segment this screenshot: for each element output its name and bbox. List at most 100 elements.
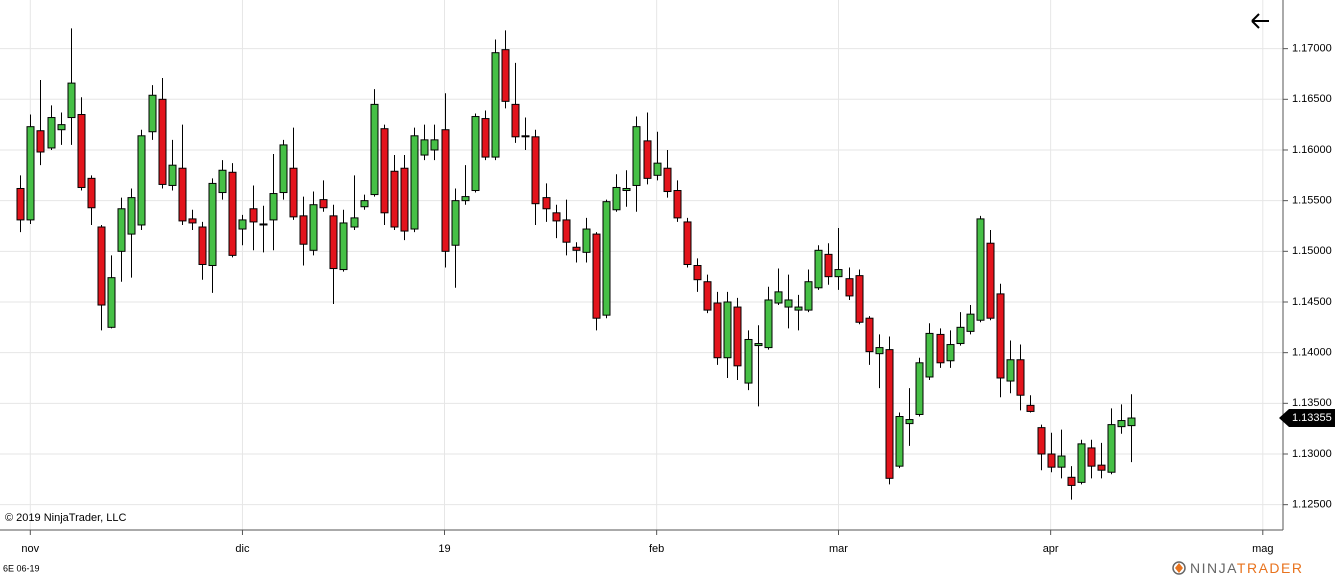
candle-body [57,124,66,131]
candle-body [269,193,278,221]
y-tick-label: 1.13000 [1292,448,1332,460]
candle-body [319,199,328,209]
candle-body [521,135,530,138]
candle-body [77,114,86,188]
candle-body [491,52,500,158]
candle-body [804,281,813,311]
candle-body [582,228,591,253]
candle-body [784,299,793,308]
y-tick-label: 1.16500 [1292,93,1332,105]
candle-body [915,362,924,415]
candle-body [1127,417,1136,427]
candle-body [208,182,217,267]
candle-body [188,218,197,224]
candle-body [592,233,601,319]
candle-body [744,338,753,384]
symbol: 6E 06-19 [3,563,40,573]
candle-body [360,200,369,208]
candle-body [673,190,682,219]
candle-body [683,221,692,265]
logo-text: NINJATRADER [1190,560,1303,576]
copyright: © 2019 NinjaTrader, LLC [5,512,126,524]
candle-body [1067,476,1076,486]
back-arrow[interactable] [1251,13,1269,29]
axes: 1.12500 1.13000 1.13500 1.14000 1.14500 1.150… [0,0,1335,555]
candle-body [764,299,773,349]
candle-body [481,118,490,158]
candle-body [602,201,611,316]
candle-body [1077,443,1086,483]
candle-body [249,208,258,223]
x-tick-label: nov [21,543,39,555]
candle-body [956,326,965,345]
candle-body [148,94,157,133]
logo-part: TRADER [1237,560,1304,576]
x-tick-label: 19 [438,543,450,555]
candle-body [895,416,904,467]
candle-body [612,186,621,211]
candle-body [501,49,510,102]
y-tick-label: 1.14000 [1292,347,1332,359]
candle-body [1107,424,1116,473]
candle-body [622,187,631,192]
candle-body [925,332,934,378]
candle-body [228,171,237,256]
candle-body [441,129,450,252]
candle-body [1016,359,1025,396]
candle-body [299,215,308,245]
candle-body [845,278,854,297]
candle-body [663,167,672,193]
candle-body [430,139,439,151]
candle-body [350,217,359,228]
last-price-label: 1.13355 [1292,412,1332,424]
candle-body [471,116,480,192]
candle-body [117,208,126,252]
y-tick-label: 1.13500 [1292,397,1332,409]
candle-body [986,242,995,319]
candle-body [67,82,76,119]
y-tick-label: 1.15500 [1292,195,1332,207]
candle-body [289,167,298,218]
candle-body [420,139,429,156]
candle-body [643,140,652,179]
candle-body [218,169,227,194]
candle-body [451,200,460,246]
candle-body [168,164,177,186]
candle-body [309,204,318,251]
candle-body [279,144,288,194]
candle-body [552,212,561,222]
candle-body [410,135,419,230]
y-tick-label: 1.14500 [1292,296,1332,308]
candle-body [380,128,389,214]
candle-body [946,344,955,362]
candle-body [936,333,945,364]
y-tick-label: 1.15000 [1292,245,1332,257]
y-tick-label: 1.12500 [1292,499,1332,511]
candle-body [653,162,662,176]
candle-body [733,306,742,367]
candle-body [400,167,409,232]
candle-body [339,222,348,271]
logo: NINJATRADER [1172,560,1303,576]
candle-body [461,196,470,202]
candle-body [542,197,551,210]
logo-icon [1172,561,1186,575]
logo-icon-center [1175,563,1183,573]
candle-body [26,126,35,221]
candle-body [632,126,641,186]
candle-body [885,349,894,479]
candle-body [1037,427,1046,455]
candle-body [875,347,884,355]
candle-body [1006,359,1015,382]
candle-body [329,215,338,270]
candle-body [976,218,985,321]
candle-body [905,419,914,425]
candle-body [87,177,96,209]
last-price-tag [1279,409,1335,428]
y-tick-label: 1.16000 [1292,144,1332,156]
back-button[interactable] [1251,13,1269,29]
candle-body [370,103,379,196]
logo-part: NINJA [1190,560,1237,576]
candles [16,28,1136,500]
